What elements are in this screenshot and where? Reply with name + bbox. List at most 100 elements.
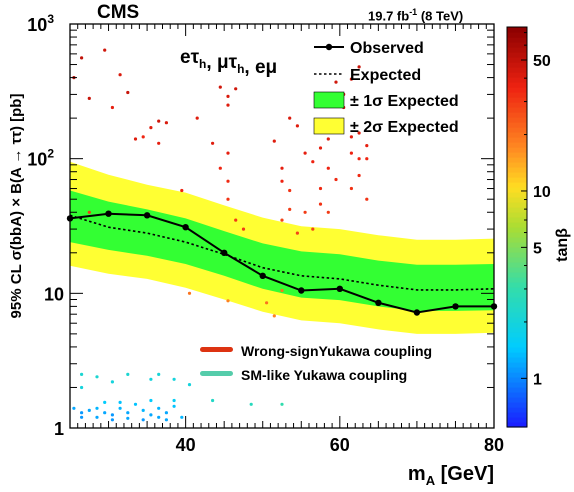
observed-point <box>298 287 305 294</box>
tanbeta-point <box>149 413 153 417</box>
colorbar-segment <box>507 322 527 328</box>
colorbar-border <box>506 26 528 428</box>
y-tick-label: 1 <box>54 419 64 439</box>
tanbeta-point <box>157 119 161 123</box>
tanbeta-point <box>365 144 369 148</box>
tanbeta-point <box>211 398 215 403</box>
tanbeta-point <box>80 411 84 415</box>
x-axis-label: mA [GeV] <box>408 463 494 488</box>
tanbeta-point <box>141 135 145 139</box>
tanbeta-point <box>149 126 153 130</box>
observed-point <box>221 249 228 256</box>
channel-part: , eμ <box>244 57 277 78</box>
tanbeta-point <box>241 227 246 231</box>
legend-band1-label: ± 1σ Expected <box>350 93 459 110</box>
tanbeta-point <box>311 227 315 231</box>
tanbeta-point <box>80 385 84 390</box>
tanbeta-point <box>303 210 307 214</box>
tanbeta-point <box>110 418 114 422</box>
tanbeta-point <box>180 415 184 419</box>
colorbar-segment <box>507 32 527 38</box>
tanbeta-point <box>126 372 130 376</box>
tanbeta-point <box>218 85 222 89</box>
tanbeta-point <box>272 139 276 143</box>
colorbar-segment <box>507 162 527 168</box>
colorbar-segment <box>507 267 527 273</box>
tanbeta-point <box>172 404 176 408</box>
tanbeta-point <box>118 400 122 404</box>
channel-sub: h <box>237 62 244 76</box>
tanbeta-point <box>126 411 130 415</box>
colorbar-segment <box>507 247 527 253</box>
tanbeta-point <box>72 406 76 410</box>
tanbeta-point <box>218 166 222 170</box>
observed-point <box>259 272 266 279</box>
colorbar-segment <box>507 262 527 268</box>
tanbeta-point <box>365 157 369 161</box>
tanbeta-point <box>110 105 114 110</box>
x-label-unit: [GeV] <box>435 463 494 485</box>
lumi-energy: (8 TeV) <box>417 8 464 24</box>
tanbeta-point <box>349 186 353 191</box>
colorbar-segment <box>507 117 527 123</box>
tanbeta-point <box>357 157 361 161</box>
colorbar-segment <box>507 187 527 193</box>
tanbeta-point <box>80 56 84 60</box>
tanbeta-point <box>288 116 292 120</box>
tanbeta-point <box>349 77 353 81</box>
colorbar-segment <box>507 212 527 218</box>
colorbar-segment <box>507 82 527 88</box>
colorbar-segment <box>507 287 527 293</box>
tanbeta-point <box>118 73 122 77</box>
lumi-exponent: -1 <box>409 7 418 17</box>
colorbar-segment <box>507 312 527 318</box>
colorbar-segment <box>507 92 527 98</box>
colorbar-segment <box>507 172 527 178</box>
colorbar-tick-label: 1 <box>533 371 542 388</box>
tanbeta-point <box>110 380 114 384</box>
x-label-main: m <box>408 463 426 485</box>
tanbeta-point <box>234 87 238 91</box>
observed-point <box>143 212 151 219</box>
colorbar-segment <box>507 347 527 353</box>
colorbar-segment <box>507 157 527 163</box>
tanbeta-point <box>172 377 176 381</box>
legend-wrong-sign-label: Wrong-signYukawa coupling <box>241 343 432 359</box>
tanbeta-point <box>126 90 130 95</box>
tanbeta-point <box>95 375 99 379</box>
colorbar-segment <box>507 387 527 393</box>
colorbar-segment <box>507 277 527 283</box>
y-tick-exp: 3 <box>47 12 54 26</box>
colorbar-segment <box>507 307 527 313</box>
tanbeta-point <box>95 406 99 410</box>
luminosity-label: 19.7 fb-1 (8 TeV) <box>368 7 463 23</box>
colorbar-segment <box>507 332 527 338</box>
y-tick-base: 10 <box>27 150 47 170</box>
plot-frame <box>69 23 495 429</box>
tanbeta-point <box>180 188 184 193</box>
tanbeta-point <box>318 146 323 150</box>
legend-observed-label: Observed <box>350 40 424 57</box>
tanbeta-point <box>349 151 353 155</box>
band-1sigma <box>70 190 494 311</box>
colorbar-segment <box>507 217 527 223</box>
colorbar-segment <box>507 302 527 308</box>
tanbeta-point <box>164 411 168 415</box>
observed-point <box>452 303 459 310</box>
tanbeta-point <box>133 137 138 141</box>
colorbar-segment <box>507 237 527 243</box>
legend-band1-swatch <box>313 91 345 109</box>
channel-part: , μτ <box>206 52 237 73</box>
tanbeta-point <box>164 418 168 422</box>
tanbeta-point <box>280 288 284 293</box>
colorbar-segment <box>507 192 527 198</box>
colorbar-segment <box>507 182 527 188</box>
colorbar-segment <box>507 392 527 398</box>
tanbeta-point <box>226 151 230 155</box>
colorbar-segment <box>507 132 527 138</box>
colorbar-segment <box>507 87 527 93</box>
observed-line <box>69 212 494 314</box>
colorbar-segment <box>507 62 527 68</box>
tanbeta-point <box>149 377 153 381</box>
y-tick-base: 10 <box>44 284 64 304</box>
